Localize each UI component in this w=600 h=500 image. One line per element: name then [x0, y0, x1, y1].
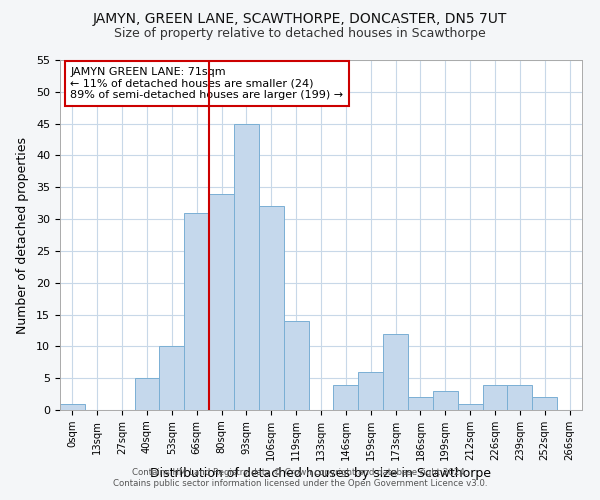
- Bar: [482, 384, 508, 410]
- Bar: [532, 398, 557, 410]
- Bar: [60, 404, 85, 410]
- Text: Size of property relative to detached houses in Scawthorpe: Size of property relative to detached ho…: [114, 28, 486, 40]
- Text: JAMYN GREEN LANE: 71sqm
← 11% of detached houses are smaller (24)
89% of semi-de: JAMYN GREEN LANE: 71sqm ← 11% of detache…: [70, 67, 344, 100]
- Bar: [184, 212, 209, 410]
- Bar: [259, 206, 284, 410]
- Bar: [134, 378, 160, 410]
- Bar: [334, 384, 358, 410]
- Bar: [284, 321, 308, 410]
- Bar: [209, 194, 234, 410]
- Bar: [234, 124, 259, 410]
- Y-axis label: Number of detached properties: Number of detached properties: [16, 136, 29, 334]
- Text: JAMYN, GREEN LANE, SCAWTHORPE, DONCASTER, DN5 7UT: JAMYN, GREEN LANE, SCAWTHORPE, DONCASTER…: [93, 12, 507, 26]
- Bar: [358, 372, 383, 410]
- Bar: [408, 398, 433, 410]
- Text: Contains HM Land Registry data © Crown copyright and database right 2024.
Contai: Contains HM Land Registry data © Crown c…: [113, 468, 487, 487]
- X-axis label: Distribution of detached houses by size in Scawthorpe: Distribution of detached houses by size …: [151, 467, 491, 480]
- Bar: [508, 384, 532, 410]
- Bar: [160, 346, 184, 410]
- Bar: [458, 404, 482, 410]
- Bar: [383, 334, 408, 410]
- Bar: [433, 391, 458, 410]
